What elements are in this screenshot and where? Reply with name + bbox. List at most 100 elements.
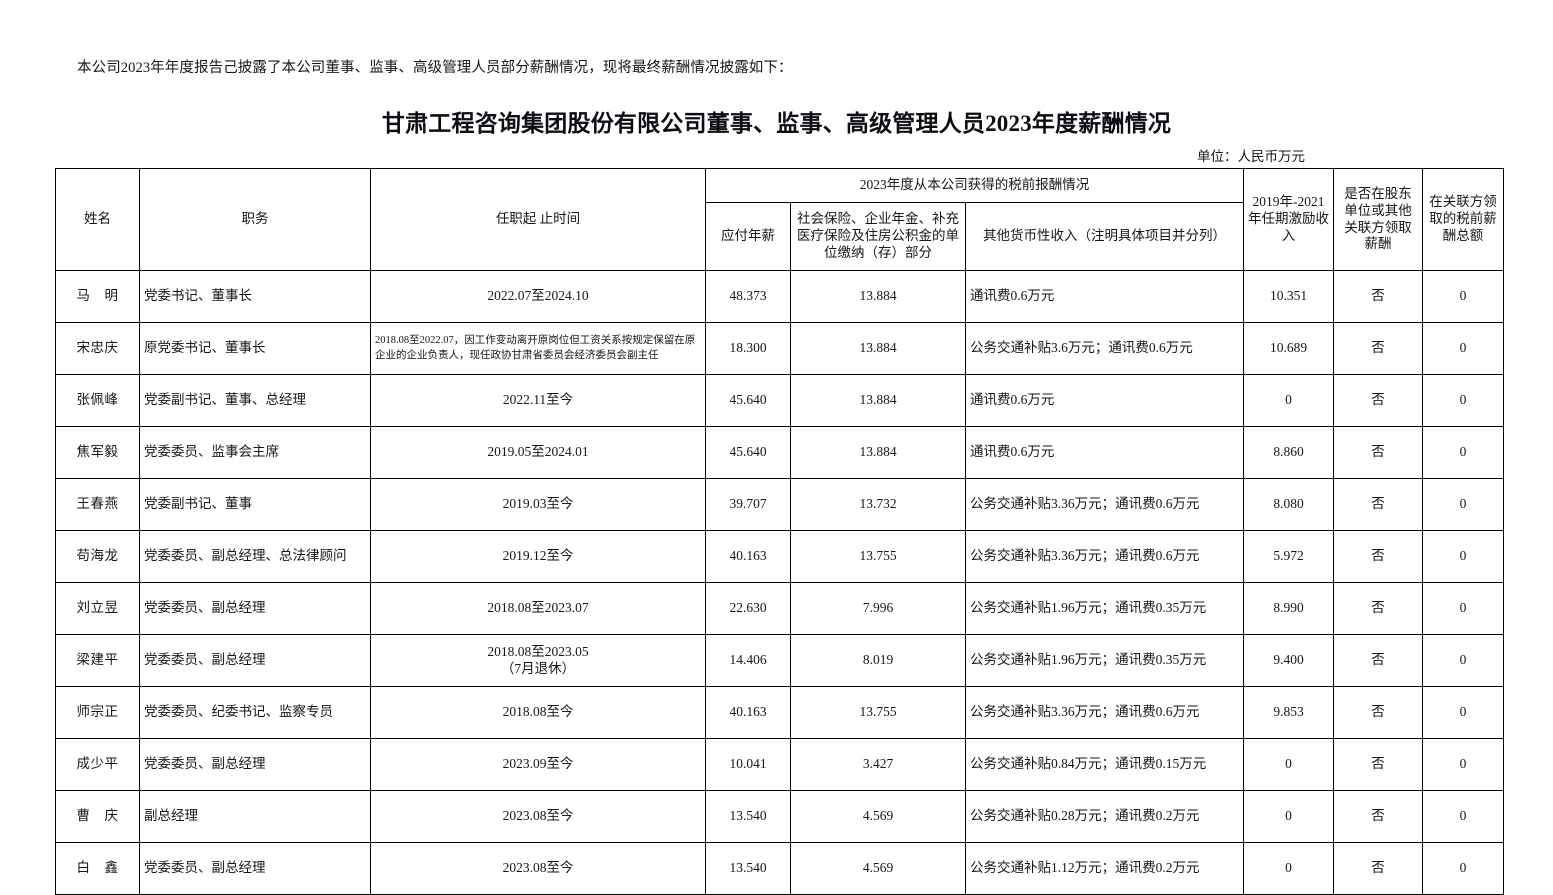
cell-incentive: 0 — [1243, 790, 1334, 843]
cell-incentive: 9.400 — [1243, 634, 1334, 687]
cell-social-insurance: 13.884 — [790, 270, 966, 323]
cell-term-line2: （7月退休） — [500, 660, 576, 676]
cell-from-shareholder: 否 — [1333, 686, 1423, 739]
cell-position: 党委委员、副总经理 — [139, 738, 371, 791]
col-header-incentive: 2019年-2021年任期激励收入 — [1243, 168, 1334, 271]
cell-related-party-total: 0 — [1422, 634, 1504, 687]
col-header-group-2023: 2023年度从本公司获得的税前报酬情况 — [705, 168, 1244, 203]
cell-name: 白 鑫 — [55, 842, 140, 895]
cell-term: 2023.08至今 — [370, 842, 706, 895]
cell-other-income: 公务交通补贴0.28万元；通讯费0.2万元 — [965, 790, 1244, 843]
cell-other-income: 公务交通补贴3.36万元；通讯费0.6万元 — [965, 478, 1244, 531]
cell-term: 2022.11至今 — [370, 374, 706, 427]
cell-other-income: 公务交通补贴1.12万元；通讯费0.2万元 — [965, 842, 1244, 895]
cell-other-income: 通讯费0.6万元 — [965, 426, 1244, 479]
cell-name: 王春燕 — [55, 478, 140, 531]
col-header-social-insurance: 社会保险、企业年金、补充医疗保险及住房公积金的单位缴纳（存）部分 — [790, 202, 966, 271]
table-row: 苟海龙 党委委员、副总经理、总法律顾问 2019.12至今 40.163 13.755 公… — [55, 530, 1504, 583]
cell-from-shareholder: 否 — [1333, 790, 1423, 843]
cell-name: 张佩峰 — [55, 374, 140, 427]
cell-annual-pay: 40.163 — [705, 530, 791, 583]
cell-annual-pay: 18.300 — [705, 322, 791, 375]
col-header-other-income: 其他货币性收入（注明具体项目并分列） — [965, 202, 1244, 271]
cell-incentive: 8.080 — [1243, 478, 1334, 531]
cell-incentive: 5.972 — [1243, 530, 1334, 583]
cell-annual-pay: 45.640 — [705, 374, 791, 427]
cell-from-shareholder: 否 — [1333, 322, 1423, 375]
cell-other-income: 公务交通补贴1.96万元；通讯费0.35万元 — [965, 582, 1244, 635]
cell-from-shareholder: 否 — [1333, 478, 1423, 531]
intro-paragraph: 本公司2023年年度报告己披露了本公司董事、监事、高级管理人员部分薪酬情况，现将… — [77, 60, 793, 76]
col-header-term: 任职起 止时间 — [370, 168, 706, 271]
cell-annual-pay: 40.163 — [705, 686, 791, 739]
cell-related-party-total: 0 — [1422, 842, 1504, 895]
cell-position: 党委副书记、董事、总经理 — [139, 374, 371, 427]
cell-related-party-total: 0 — [1422, 478, 1504, 531]
compensation-table: 姓名 职务 任职起 止时间 2023年度从本公司获得的税前报酬情况 2019年-… — [55, 168, 1504, 895]
cell-term: 2023.09至今 — [370, 738, 706, 791]
cell-related-party-total: 0 — [1422, 426, 1504, 479]
table-row: 梁建平 党委委员、副总经理 2018.08至2023.05 （7月退休） 14.406 8… — [55, 634, 1504, 687]
cell-position: 副总经理 — [139, 790, 371, 843]
table-row: 白 鑫党委委员、副总经理 2023.08至今 13.540 4.569 公务交通补贴1.… — [55, 842, 1504, 895]
cell-incentive: 10.351 — [1243, 270, 1334, 323]
cell-from-shareholder: 否 — [1333, 374, 1423, 427]
table-row: 王春燕 党委副书记、董事 2019.03至今 39.707 13.732 公务交通补贴3.… — [55, 478, 1504, 531]
table-row: 刘立昱 党委委员、副总经理 2018.08至2023.07 22.630 7.996 公务… — [55, 582, 1504, 635]
cell-annual-pay: 13.540 — [705, 842, 791, 895]
table-header: 姓名 职务 任职起 止时间 2023年度从本公司获得的税前报酬情况 2019年-… — [55, 168, 1504, 271]
cell-incentive: 0 — [1243, 842, 1334, 895]
table-row: 宋忠庆 原党委书记、董事长 2018.08至2022.07，因工作变动离开原岗位但工… — [55, 322, 1504, 375]
cell-social-insurance: 3.427 — [790, 738, 966, 791]
cell-annual-pay: 45.640 — [705, 426, 791, 479]
cell-other-income: 公务交通补贴0.84万元；通讯费0.15万元 — [965, 738, 1244, 791]
cell-annual-pay: 13.540 — [705, 790, 791, 843]
col-header-name: 姓名 — [55, 168, 140, 271]
cell-incentive: 9.853 — [1243, 686, 1334, 739]
cell-incentive: 8.990 — [1243, 582, 1334, 635]
table-row: 焦军毅 党委委员、监事会主席 2019.05至2024.01 45.640 13.884… — [55, 426, 1504, 479]
cell-position: 党委委员、监事会主席 — [139, 426, 371, 479]
cell-other-income: 公务交通补贴3.6万元；通讯费0.6万元 — [965, 322, 1244, 375]
cell-term: 2019.05至2024.01 — [370, 426, 706, 479]
col-header-from-shareholder: 是否在股东单位或其他关联方领取薪酬 — [1333, 168, 1423, 271]
cell-name: 师宗正 — [55, 686, 140, 739]
cell-term: 2022.07至2024.10 — [370, 270, 706, 323]
cell-social-insurance: 4.569 — [790, 790, 966, 843]
cell-annual-pay: 14.406 — [705, 634, 791, 687]
cell-from-shareholder: 否 — [1333, 634, 1423, 687]
cell-from-shareholder: 否 — [1333, 270, 1423, 323]
cell-term: 2023.08至今 — [370, 790, 706, 843]
cell-other-income: 公务交通补贴1.96万元；通讯费0.35万元 — [965, 634, 1244, 687]
cell-social-insurance: 13.884 — [790, 322, 966, 375]
cell-related-party-total: 0 — [1422, 582, 1504, 635]
cell-term: 2018.08至2022.07，因工作变动离开原岗位但工资关系按规定保留在原企业… — [370, 322, 706, 375]
cell-position: 党委副书记、董事 — [139, 478, 371, 531]
cell-annual-pay: 22.630 — [705, 582, 791, 635]
cell-incentive: 0 — [1243, 738, 1334, 791]
cell-related-party-total: 0 — [1422, 738, 1504, 791]
cell-related-party-total: 0 — [1422, 270, 1504, 323]
cell-annual-pay: 48.373 — [705, 270, 791, 323]
cell-position: 原党委书记、董事长 — [139, 322, 371, 375]
cell-term-line1: 2018.08至2023.05 — [487, 643, 589, 659]
cell-from-shareholder: 否 — [1333, 738, 1423, 791]
cell-name: 曹 庆 — [55, 790, 140, 843]
col-header-annual-pay: 应付年薪 — [705, 202, 791, 271]
cell-other-income: 公务交通补贴3.36万元；通讯费0.6万元 — [965, 530, 1244, 583]
cell-name: 苟海龙 — [55, 530, 140, 583]
cell-position: 党委委员、副总经理 — [139, 842, 371, 895]
table-row: 张佩峰 党委副书记、董事、总经理 2022.11至今 45.640 13.884 通讯费0… — [55, 374, 1504, 427]
cell-social-insurance: 13.755 — [790, 686, 966, 739]
col-header-position: 职务 — [139, 168, 371, 271]
cell-from-shareholder: 否 — [1333, 530, 1423, 583]
cell-incentive: 8.860 — [1243, 426, 1334, 479]
cell-from-shareholder: 否 — [1333, 842, 1423, 895]
cell-term: 2018.08至2023.07 — [370, 582, 706, 635]
col-header-related-party-total: 在关联方领取的税前薪酬总额 — [1422, 168, 1504, 271]
cell-related-party-total: 0 — [1422, 530, 1504, 583]
page-title: 甘肃工程咨询集团股份有限公司董事、监事、高级管理人员2023年度薪酬情况 — [381, 111, 1172, 136]
cell-related-party-total: 0 — [1422, 790, 1504, 843]
cell-position: 党委委员、纪委书记、监察专员 — [139, 686, 371, 739]
